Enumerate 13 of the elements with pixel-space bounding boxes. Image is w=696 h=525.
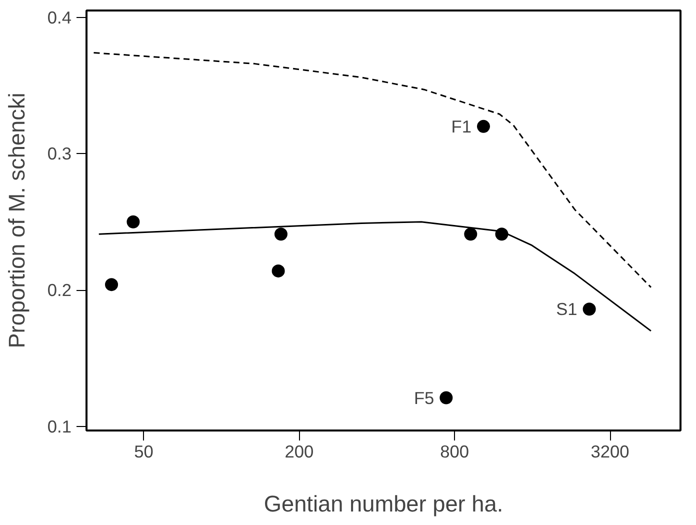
x-tick-label: 800 [440, 442, 470, 462]
y-tick-label: 0.3 [47, 144, 72, 164]
y-tick-label: 0.2 [47, 280, 72, 300]
annotation: F1 [451, 116, 472, 136]
x-axis-title: Gentian number per ha. [264, 490, 504, 516]
x-tick-label: 50 [134, 442, 154, 462]
y-tick-label: 0.1 [47, 416, 72, 436]
x-tick-label: 3200 [590, 442, 630, 462]
annotation: S1 [556, 299, 578, 320]
y-axis-title: Proportion of M. schencki [3, 92, 30, 348]
x-tick-label: 200 [284, 442, 314, 462]
y-tick-label: 0.4 [47, 7, 72, 28]
annotation: F5 [414, 388, 434, 408]
